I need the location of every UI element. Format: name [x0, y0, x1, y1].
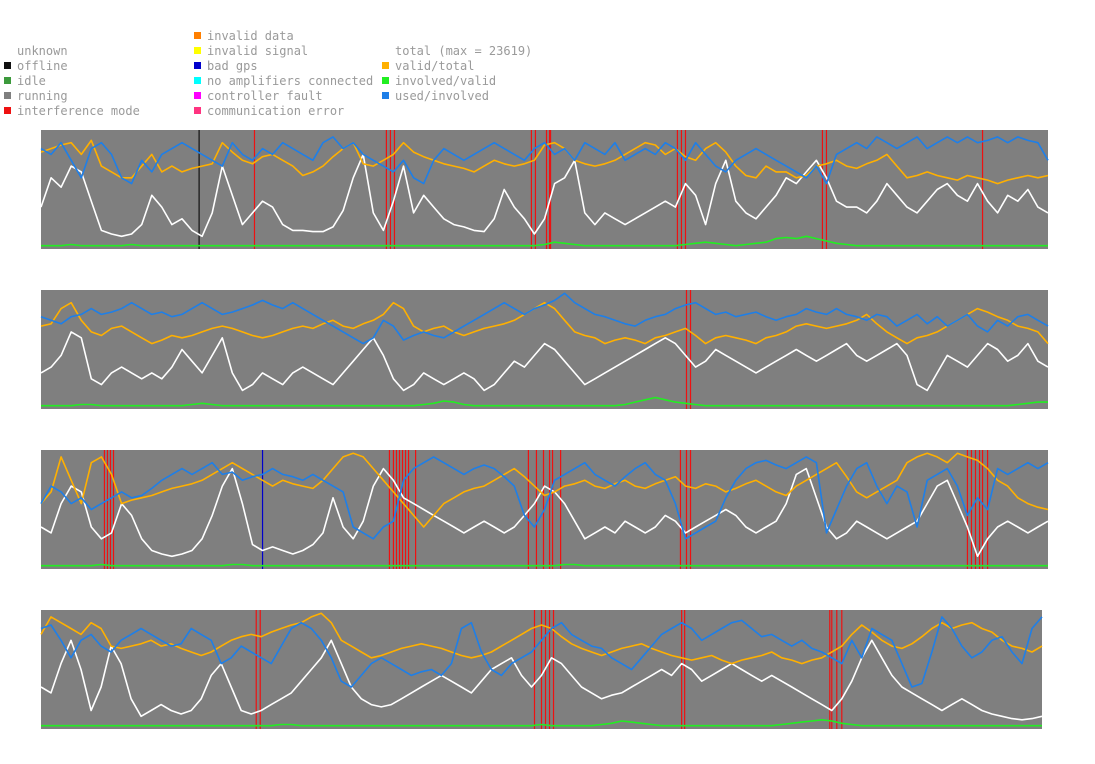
series-line-valid-total — [40, 139, 1049, 185]
legend-item-invalid-signal: invalid signal — [194, 44, 308, 59]
legend-swatch — [4, 107, 11, 114]
legend-item-offline: offline — [4, 59, 68, 74]
legend-label: offline — [17, 59, 68, 73]
panel-background — [41, 130, 1048, 249]
legend-swatch — [382, 92, 389, 99]
series-line-used-involved — [40, 456, 1049, 540]
series-line-total — [40, 639, 1043, 721]
legend-item-no-amplifiers-connected: no amplifiers connected — [194, 74, 373, 89]
legend-item-invalid-data: invalid data — [194, 29, 294, 44]
legend-swatch — [4, 77, 11, 84]
series-line-total — [40, 331, 1049, 392]
legend-label: involved/valid — [395, 74, 497, 88]
series-line-valid-total — [40, 612, 1043, 665]
chart-panel-1 — [40, 130, 1049, 249]
chart-panel-2 — [40, 290, 1049, 409]
legend-swatch — [4, 92, 11, 99]
legend-swatch — [382, 62, 389, 69]
legend-item-bad-gps: bad gps — [194, 59, 258, 74]
legend-item-interference-mode: interference mode — [4, 104, 140, 119]
legend-label: invalid data — [207, 29, 294, 43]
legend-item-communication-error: communication error — [194, 104, 344, 119]
series-line-total — [40, 467, 1049, 558]
legend-swatch — [194, 77, 201, 84]
legend-item-controller-fault: controller fault — [194, 89, 323, 104]
series-line-involved-valid — [41, 563, 1048, 567]
series-line-used-involved — [40, 136, 1049, 185]
legend-label: running — [17, 89, 68, 103]
legend-item-used-involved: used/involved — [382, 89, 489, 104]
series-line-valid-total — [40, 301, 1049, 345]
series-line-involved-valid — [41, 718, 1042, 727]
series-line-used-involved — [40, 616, 1043, 688]
legend-label: controller fault — [207, 89, 323, 103]
legend-label: idle — [17, 74, 46, 88]
legend-swatch — [4, 62, 11, 69]
series-line-used-involved — [40, 292, 1049, 345]
legend-label: valid/total — [395, 59, 475, 73]
panel-background — [41, 290, 1048, 409]
legend-item-valid-total: valid/total — [382, 59, 474, 74]
legend-item-running: running — [4, 89, 68, 104]
legend-swatch — [194, 32, 201, 39]
legend-label: used/involved — [395, 89, 489, 103]
legend-label: total (max = 23619) — [395, 44, 533, 58]
legend-item-involved-valid: involved/valid — [382, 74, 496, 89]
legend-swatch — [194, 47, 201, 54]
legend-swatch — [194, 62, 201, 69]
legend-label: interference mode — [17, 104, 140, 118]
legend-swatch — [194, 107, 201, 114]
series-line-total — [40, 153, 1049, 238]
legend-swatch — [382, 77, 389, 84]
legend-item-total-max-23619-: total (max = 23619) — [382, 44, 532, 59]
legend-label: invalid signal — [207, 44, 309, 58]
legend-label: no amplifiers connected — [207, 74, 374, 88]
legend-item-idle: idle — [4, 74, 46, 89]
legend-item-unknown: unknown — [4, 44, 68, 59]
series-line-valid-total — [40, 452, 1049, 528]
series-line-involved-valid — [41, 396, 1048, 407]
legend-swatch — [194, 92, 201, 99]
legend-label: unknown — [17, 44, 68, 58]
chart-panel-4 — [40, 610, 1043, 729]
legend-label: bad gps — [207, 59, 258, 73]
legend-label: communication error — [207, 104, 345, 118]
series-line-involved-valid — [41, 235, 1048, 247]
chart-panel-3 — [40, 450, 1049, 569]
